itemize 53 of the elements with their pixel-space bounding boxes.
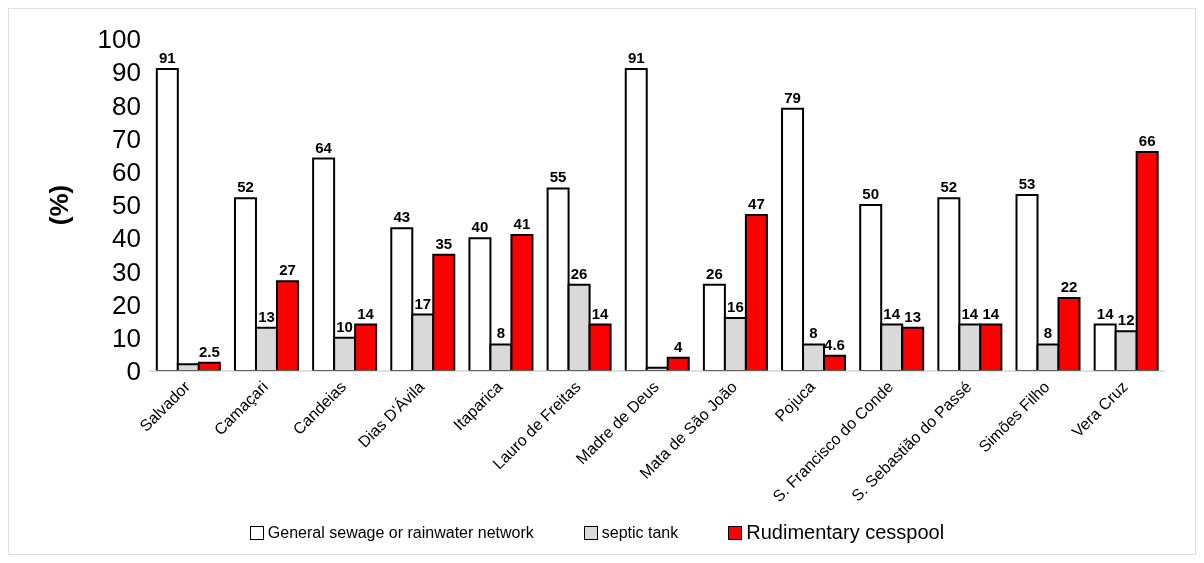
data-label: 8 xyxy=(1043,324,1053,342)
y-tick-label: 50 xyxy=(112,190,141,221)
data-label: 55 xyxy=(549,168,567,186)
data-label: 26 xyxy=(706,264,723,282)
y-tick-label: 20 xyxy=(112,289,141,320)
data-label: 14 xyxy=(982,304,1000,322)
y-tick-label: 70 xyxy=(112,123,141,154)
data-label: 91 xyxy=(627,48,645,66)
data-label: 47 xyxy=(748,194,765,212)
data-label: 50 xyxy=(862,185,880,202)
data-label: 4 xyxy=(674,337,684,355)
data-label: 2.5 xyxy=(198,342,220,360)
data-label: 91 xyxy=(158,48,176,66)
y-tick-label: 30 xyxy=(112,256,141,287)
data-label: 14 xyxy=(591,304,610,322)
data-label: 13 xyxy=(904,307,922,325)
data-label: 41 xyxy=(513,214,531,232)
y-tick-label: 100 xyxy=(97,24,141,55)
data-label: 10 xyxy=(336,317,353,335)
data-label: 14 xyxy=(1096,304,1115,322)
legend-label: septic tank xyxy=(600,522,679,543)
y-tick-label: 0 xyxy=(126,356,141,387)
data-label: 35 xyxy=(435,234,453,252)
data-label: 14 xyxy=(357,304,375,322)
legend-label: General sewage or rainwater network xyxy=(266,522,534,543)
data-label: 27 xyxy=(279,261,296,279)
data-label: 79 xyxy=(784,88,801,106)
legend-label: Rudimentary cesspool xyxy=(745,521,945,544)
data-label: 26 xyxy=(570,264,588,282)
data-label: 14 xyxy=(883,304,901,322)
y-axis-title: (%) xyxy=(44,184,75,226)
y-tick-label: 90 xyxy=(112,57,141,88)
x-tick-label: Vera Cruz xyxy=(1068,377,1131,441)
data-label: 12 xyxy=(1117,311,1135,329)
y-tick-label: 60 xyxy=(112,157,141,188)
data-label: 4.6 xyxy=(824,335,845,353)
data-label: 43 xyxy=(393,208,411,226)
data-label: 22 xyxy=(1060,277,1078,295)
data-label: 64 xyxy=(315,138,333,156)
y-tick-label: 40 xyxy=(112,223,141,254)
data-label: 8 xyxy=(809,324,818,342)
data-label: 66 xyxy=(1138,131,1156,149)
data-label: 14 xyxy=(961,304,979,322)
data-label: 52 xyxy=(237,178,254,196)
data-label: 40 xyxy=(471,218,489,236)
data-label: 52 xyxy=(940,178,958,196)
data-label: 8 xyxy=(496,324,506,342)
y-tick-label: 10 xyxy=(112,323,141,354)
data-label: 53 xyxy=(1018,175,1036,193)
data-label: 13 xyxy=(258,307,275,325)
data-label: 17 xyxy=(414,294,432,312)
data-label: 16 xyxy=(727,297,744,315)
y-tick-label: 80 xyxy=(112,90,141,121)
